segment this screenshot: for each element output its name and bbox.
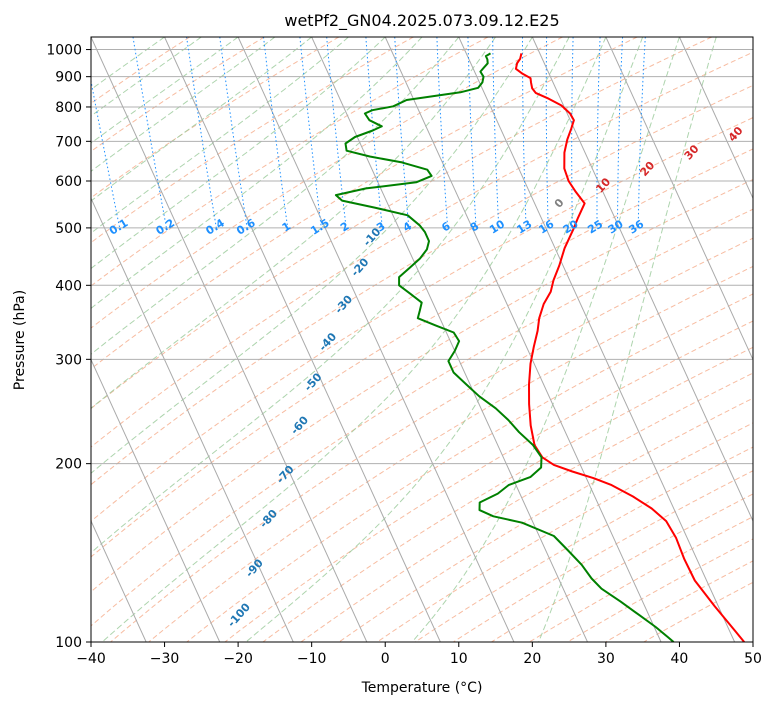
x-tick-label: 30: [597, 651, 615, 667]
x-tick-label: 20: [523, 651, 541, 667]
moist-adiabat-line: [101, 37, 607, 642]
dry-adiabat-line: [91, 148, 753, 558]
y-tick-label: 500: [55, 221, 82, 237]
y-tick-label: 200: [55, 457, 82, 473]
moist-adiabat-line: [91, 37, 570, 554]
isotherm-line: [311, 37, 588, 642]
isotherm-line: [91, 519, 147, 642]
isotherm-line: [91, 197, 294, 642]
dewpoint-profile-line: [334, 52, 675, 642]
series-layer: [334, 52, 745, 642]
x-tick-label: 40: [671, 651, 689, 667]
moist-adiabat-line: [91, 37, 460, 355]
dry-adiabat-line: [91, 178, 753, 593]
mixing-ratio-line: [365, 37, 383, 228]
y-tick-label: 1000: [46, 43, 82, 59]
isotherm-line: [91, 358, 221, 642]
dry-adiabat-line: [91, 51, 753, 448]
temperature-profile-line: [514, 53, 745, 642]
dry-adiabat-line: [110, 237, 753, 642]
grid-layer: [91, 37, 753, 642]
isotherm-line: [164, 37, 441, 642]
moist-adiabat-line: [91, 37, 165, 91]
y-tick-label: 700: [55, 134, 82, 150]
isotherm-line: [605, 37, 753, 361]
isotherm-line: [678, 37, 753, 200]
dry-adiabat-line: [91, 37, 190, 104]
y-tick-label: 800: [55, 100, 82, 116]
dry-adiabat-line: [91, 117, 753, 522]
dry-adiabat-line: [186, 293, 753, 642]
y-tick-label: 100: [55, 635, 82, 651]
moist-adiabat-line: [91, 37, 496, 409]
x-tick-label: 50: [744, 651, 762, 667]
dry-adiabat-line: [91, 37, 489, 287]
isotherm-line: [237, 37, 515, 642]
chart-title: wetPf2_GN04.2025.073.09.12.E25: [284, 11, 559, 31]
x-axis-label: Temperature (°C): [361, 680, 483, 696]
moist-adiabat-line: [91, 37, 386, 270]
mixing-ratio-line: [219, 37, 248, 228]
moist-adiabat-line: [411, 37, 680, 642]
isotherm-line: [458, 37, 736, 642]
axis-layer: −40 −30 −20 −10 0 10 20 30 40 50 1000 900 800 700 600 5…: [46, 43, 762, 667]
moist-adiabat-line: [91, 37, 349, 234]
y-axis-label: Pressure (hPa): [12, 290, 28, 390]
x-tick-label: 0: [381, 651, 390, 667]
x-tick-label: 10: [450, 651, 468, 667]
y-tick-label: 600: [55, 174, 82, 190]
dry-adiabat-line: [91, 37, 563, 329]
moist-adiabat-line: [91, 37, 533, 474]
mixing-ratio-line: [263, 37, 289, 228]
x-tick-label: −20: [223, 651, 253, 667]
x-tick-label: −40: [76, 651, 106, 667]
y-tick-label: 400: [55, 278, 82, 294]
moist-adiabat-line: [91, 37, 202, 117]
mixing-ratio-line: [186, 37, 217, 228]
mixing-ratio-line: [299, 37, 322, 228]
y-tick-label: 900: [55, 70, 82, 86]
isotherm-line: [531, 37, 753, 523]
isotherm-line: [384, 37, 662, 642]
dry-adiabat-line: [91, 37, 340, 199]
plot-frame: [90, 36, 754, 643]
x-tick-label: −10: [297, 651, 327, 667]
x-tick-label: −30: [150, 651, 180, 667]
moist-adiabat-line: [538, 37, 717, 642]
isotherm-line: [91, 37, 368, 642]
dry-adiabat-line: [148, 265, 753, 642]
moist-adiabat-line: [91, 37, 423, 309]
y-tick-label: 300: [55, 352, 82, 368]
mixing-ratio-line: [326, 37, 347, 228]
